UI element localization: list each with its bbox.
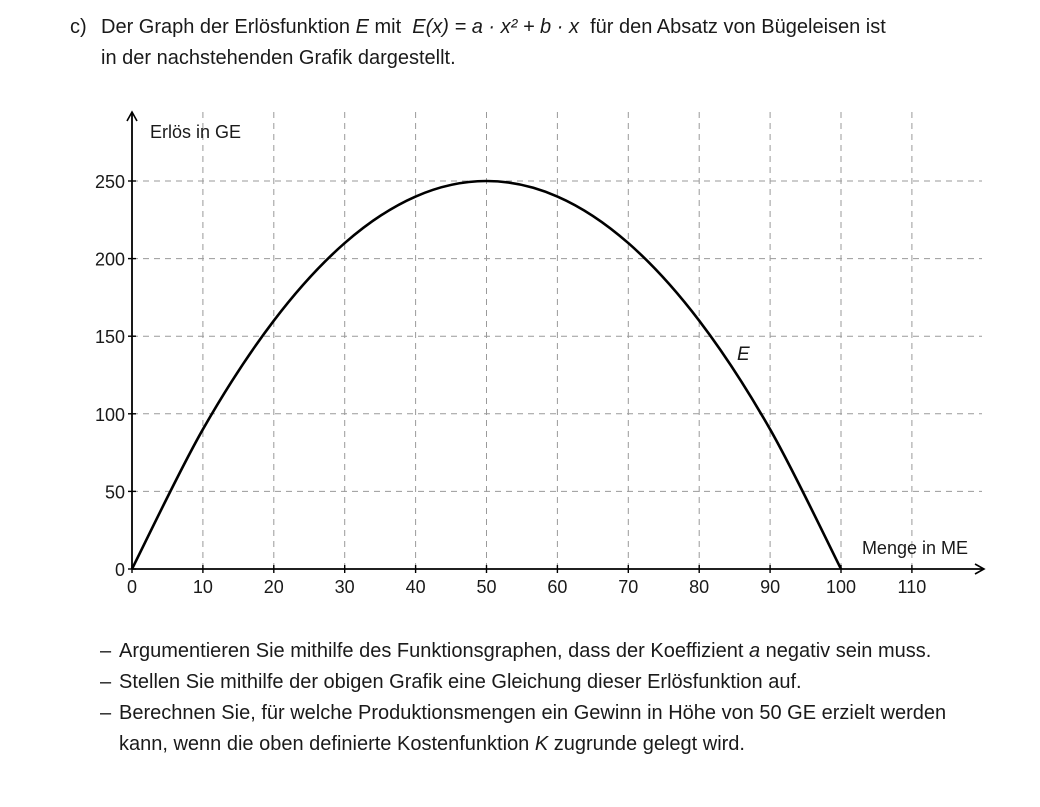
x-tick-label: 40 (406, 577, 426, 597)
y-tick-label: 0 (115, 560, 125, 580)
cost-function-var: K (534, 733, 549, 755)
x-tick-label: 100 (826, 577, 856, 597)
intro-text-part: mit (368, 16, 413, 38)
y-tick-label: 100 (95, 405, 125, 425)
x-tick-label: 20 (264, 577, 284, 597)
y-tick-label: 200 (95, 250, 125, 270)
task-item-3: – Berechnen Sie, für welche Produktionsme… (100, 698, 1000, 760)
series-label-E: E (737, 344, 750, 365)
x-axis-label: Menge in ME (862, 538, 968, 558)
x-tick-label: 30 (335, 577, 355, 597)
y-axis-label: Erlös in GE (150, 122, 241, 142)
tick-labels: 0 10 20 30 40 50 60 70 80 90 100 110 0 50 100 150 200 250 (95, 172, 926, 597)
series-line-E (130, 179, 843, 570)
task-text: Argumentieren Sie mithilfe des Funktions… (119, 640, 749, 662)
list-dash: – (100, 671, 112, 693)
x-tick-label: 80 (689, 577, 709, 597)
task-text: zugrunde gelegt wird. (548, 733, 745, 755)
list-dash: – (100, 640, 112, 662)
x-tick-label: 0 (127, 577, 137, 597)
task-list: – Argumentieren Sie mithilfe des Funktion… (100, 636, 1000, 760)
list-dash: – (100, 702, 112, 724)
x-tick-label: 10 (193, 577, 213, 597)
grid (132, 112, 982, 569)
coefficient-var: a (748, 640, 761, 662)
y-tick-label: 50 (105, 482, 125, 502)
intro-text-part: Der Graph der Erlösfunktion (101, 16, 356, 38)
task-text: negativ sein muss. (760, 640, 932, 662)
task-item-1: – Argumentieren Sie mithilfe des Funktion… (100, 636, 1000, 667)
intro-line-2: in der nachstehenden Grafik dargestellt. (101, 47, 456, 69)
x-tick-label: 70 (618, 577, 638, 597)
x-tick-label: 60 (547, 577, 567, 597)
intro-line-1: c) Der Graph der Erlösfunktion E mit E(x)… (70, 12, 1010, 43)
function-formula: E(x) = a · x² + b · x (412, 16, 579, 38)
x-tick-label: 110 (898, 577, 927, 597)
x-tick-label: 50 (476, 577, 496, 597)
function-name: E (355, 16, 369, 38)
y-tick-label: 250 (95, 172, 125, 192)
task-item-2: – Stellen Sie mithilfe der obigen Grafik … (100, 667, 1000, 698)
y-tick-label: 150 (95, 327, 125, 347)
intro-text-part: für den Absatz von Bügeleisen ist (578, 16, 886, 38)
task-text: Stellen Sie mithilfe der obigen Grafik e… (119, 671, 802, 693)
task-label: c) (70, 16, 87, 38)
task-text: Berechnen Sie, für welche Produktionsmen… (119, 702, 947, 755)
x-tick-label: 90 (760, 577, 780, 597)
series (130, 179, 843, 570)
intro-text: c) Der Graph der Erlösfunktion E mit E(x)… (70, 12, 1010, 74)
